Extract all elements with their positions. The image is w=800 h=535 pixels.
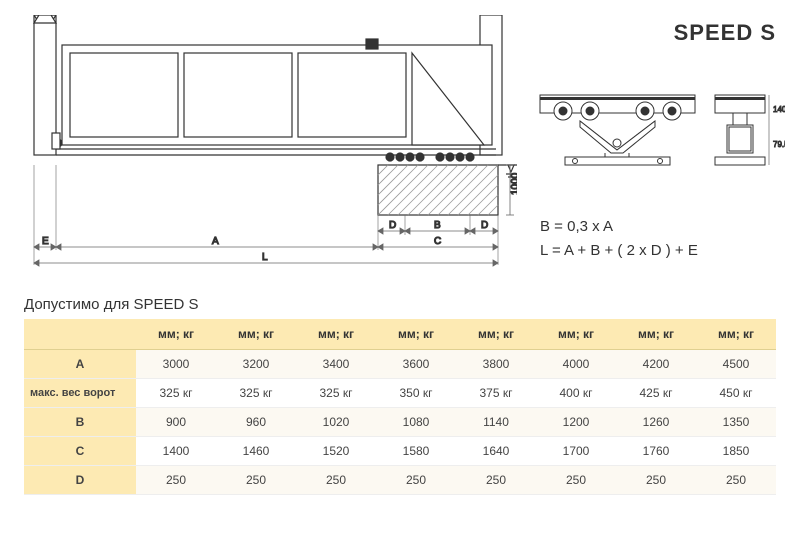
cell: 900 [136,408,216,437]
row-label: A [24,350,136,379]
cell: 375 кг [456,379,536,408]
detail-diagram: 140.5 79.5 [535,85,785,195]
dim-C: C [434,236,441,247]
cell: 3600 [376,350,456,379]
cell: 1640 [456,437,536,466]
cell: 425 кг [616,379,696,408]
cell: 250 [296,466,376,495]
row-label: макс. вес ворот [24,379,136,408]
table-row: C14001460152015801640170017601850 [24,437,776,466]
dim-A: A [212,236,219,247]
cell: 3400 [296,350,376,379]
cell: 1080 [376,408,456,437]
table-row: D250250250250250250250250 [24,466,776,495]
table-row: макс. вес ворот325 кг325 кг325 кг350 кг3… [24,379,776,408]
cell: 1350 [696,408,776,437]
cell: 1020 [296,408,376,437]
cell: 1140 [456,408,536,437]
cell: 325 кг [216,379,296,408]
cell: 1850 [696,437,776,466]
dim-D1: D [389,220,396,231]
cell: 1200 [536,408,616,437]
formulas: B = 0,3 x A L = A + B + ( 2 x D ) + E [540,215,698,263]
cell: 325 кг [296,379,376,408]
formula-B: B = 0,3 x A [540,215,698,239]
cell: 4200 [616,350,696,379]
spec-table: мм; кг мм; кг мм; кг мм; кг мм; кг мм; к… [24,319,776,495]
main-diagram: 1000 D B D [22,15,517,275]
cell: 1520 [296,437,376,466]
dim-B: B [434,220,441,231]
cell: 1700 [536,437,616,466]
table-title: Допустимо для SPEED S [24,296,776,313]
cell: 3800 [456,350,536,379]
cell: 250 [616,466,696,495]
cell: 250 [536,466,616,495]
th-unit: мм; кг [216,319,296,350]
dim-L: L [262,252,268,263]
cell: 325 кг [136,379,216,408]
cell: 250 [696,466,776,495]
cell: 4500 [696,350,776,379]
th-unit: мм; кг [536,319,616,350]
cell: 250 [216,466,296,495]
th-unit: мм; кг [696,319,776,350]
cell: 1580 [376,437,456,466]
dim-1000: 1000 [510,172,517,195]
table-row: B900960102010801140120012601350 [24,408,776,437]
cell: 350 кг [376,379,456,408]
table-section: Допустимо для SPEED S мм; кг мм; кг мм; … [24,296,776,495]
product-title: SPEED S [674,20,776,46]
dim-D2: D [481,220,488,231]
cell: 450 кг [696,379,776,408]
cell: 1400 [136,437,216,466]
formula-L: L = A + B + ( 2 x D ) + E [540,239,698,263]
table-row: A30003200340036003800400042004500 [24,350,776,379]
th-unit: мм; кг [456,319,536,350]
row-label: C [24,437,136,466]
th-blank [24,319,136,350]
table-header-row: мм; кг мм; кг мм; кг мм; кг мм; кг мм; к… [24,319,776,350]
cell: 250 [136,466,216,495]
cell: 250 [376,466,456,495]
row-label: D [24,466,136,495]
cell: 4000 [536,350,616,379]
cell: 1260 [616,408,696,437]
top-section: SPEED S [0,0,800,285]
cell: 3200 [216,350,296,379]
cell: 3000 [136,350,216,379]
cell: 1460 [216,437,296,466]
th-unit: мм; кг [296,319,376,350]
cell: 1760 [616,437,696,466]
cell: 400 кг [536,379,616,408]
dim-side-1: 140.5 [773,105,785,114]
row-label: B [24,408,136,437]
cell: 250 [456,466,536,495]
dim-E: E [42,236,49,247]
th-unit: мм; кг [136,319,216,350]
th-unit: мм; кг [376,319,456,350]
th-unit: мм; кг [616,319,696,350]
cell: 960 [216,408,296,437]
dim-side-2: 79.5 [773,140,785,149]
